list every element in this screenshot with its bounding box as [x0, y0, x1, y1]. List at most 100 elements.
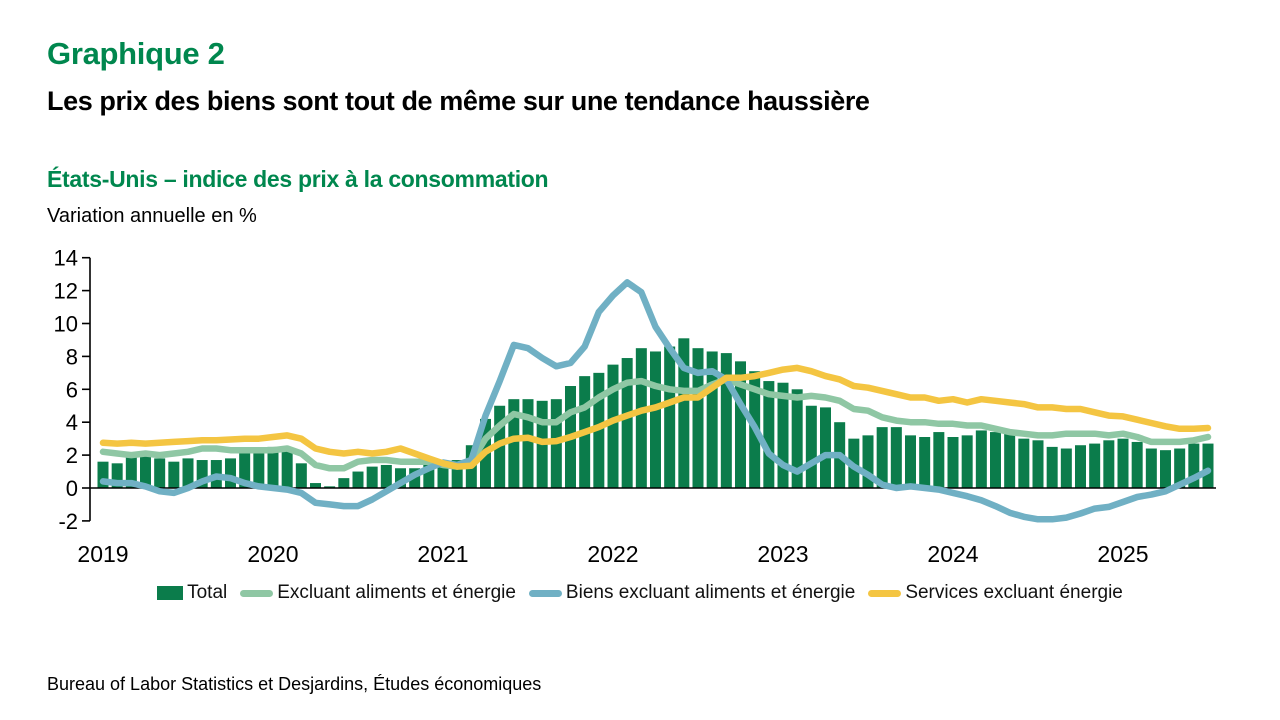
bar-total [876, 427, 888, 488]
bar-total [267, 446, 279, 489]
bar-total [1018, 438, 1030, 488]
bar-total [720, 353, 732, 488]
x-axis-year-label: 2021 [417, 541, 468, 567]
bar-total [451, 460, 463, 488]
legend-label: Services excluant énergie [905, 582, 1123, 603]
bar-total [352, 471, 364, 488]
bar-total [1145, 448, 1157, 488]
bar-total [253, 450, 265, 488]
bar-total [225, 458, 236, 488]
bar-total [1032, 440, 1044, 488]
legend-item-services_yellow: Services excluant énergie [868, 582, 1123, 604]
bar-total [182, 458, 194, 488]
page-title: Graphique 2 [47, 36, 225, 71]
legend-label: Biens excluant aliments et énergie [565, 582, 856, 603]
x-axis-year-label: 2022 [587, 541, 638, 567]
y-axis-tick-label: 8 [66, 344, 78, 369]
axis-unit-label: Variation annuelle en % [47, 205, 257, 227]
legend-label: Total [187, 582, 228, 603]
bar-total [97, 461, 109, 488]
bar-total [111, 463, 123, 488]
bar-total [168, 461, 180, 488]
chart-subtitle: États-Unis – indice des prix à la consom… [47, 166, 549, 192]
bar-total [522, 399, 534, 488]
bar-total [975, 430, 987, 488]
line-core_green [99, 376, 1212, 472]
bar-total [508, 399, 520, 488]
bar-total [366, 466, 378, 488]
y-axis-tick-label: 10 [54, 312, 78, 337]
bar-total [437, 464, 449, 488]
bar-total [933, 432, 945, 488]
bar-total [1131, 441, 1143, 488]
legend-line-services_yellow [868, 589, 902, 597]
bar-total [820, 407, 831, 488]
cpi-chart: 14 12 10 8 6 4 2 0 -2 2019 2020 2021 2022 2023 2024 202… [0, 240, 1280, 575]
legend-item-goods_blue: Biens excluant aliments et énergie [528, 582, 856, 604]
legend-line-goods_blue [528, 589, 562, 597]
bar-total [650, 351, 661, 488]
y-axis-tick-label: 2 [66, 443, 78, 468]
legend-square-bar_green [157, 586, 184, 600]
y-axis-tick-label: 4 [66, 410, 78, 435]
bar-total [310, 483, 321, 488]
bar-total [607, 364, 619, 489]
bar-total [324, 486, 336, 488]
bar-total [338, 478, 350, 488]
bar-total [763, 381, 775, 488]
bar-total [140, 455, 151, 488]
bar-total [1075, 445, 1086, 488]
bar-total [395, 468, 406, 488]
bar-total [735, 361, 746, 488]
bar-total [905, 435, 916, 488]
chart-legend: Total Excluant aliments et énergie Biens e… [0, 579, 1280, 607]
legend-label: Excluant aliments et énergie [277, 582, 516, 603]
y-axis-tick-label: 12 [54, 279, 78, 304]
bar-total [154, 458, 166, 488]
bar-total [239, 453, 251, 488]
bar-total [664, 346, 676, 488]
line-services_yellow [99, 364, 1212, 470]
y-axis-tick-label: 14 [54, 246, 78, 271]
bar-total [791, 389, 803, 488]
bar-total [890, 427, 902, 488]
bar-total [1174, 448, 1186, 488]
bar-total [621, 358, 633, 488]
y-axis-tick-label: -2 [58, 509, 78, 534]
cpi-chart-svg: 14 12 10 8 6 4 2 0 -2 2019 2020 2021 2022 2023 2024 202… [54, 246, 1216, 567]
legend-line-core_green [240, 589, 274, 597]
bar-total [1004, 433, 1016, 488]
bar-total [990, 432, 1001, 488]
bar-total [1188, 443, 1200, 488]
x-axis-year-label: 2024 [927, 541, 978, 567]
bar-total [1160, 450, 1171, 488]
bar-total [125, 456, 137, 488]
bar-total [947, 437, 959, 488]
legend-item-bar_green: Total [157, 582, 227, 604]
bar-total [196, 460, 208, 488]
bar-total [805, 405, 817, 488]
bar-total [635, 348, 647, 488]
bar-total [1202, 443, 1214, 488]
bar-total [706, 351, 718, 488]
bar-total [1103, 440, 1115, 488]
chart-headline: Les prix des biens sont tout de même sur… [47, 86, 870, 116]
legend-item-core_green: Excluant aliments et énergie [240, 582, 516, 604]
bar-total [423, 464, 435, 488]
source-note: Bureau of Labor Statistics et Desjardins… [47, 674, 542, 694]
bar-total [919, 437, 931, 488]
bar-total [777, 382, 789, 488]
bar-total [692, 348, 704, 488]
bar-total [1060, 448, 1072, 488]
bar-total [1117, 438, 1129, 488]
x-axis-year-label: 2020 [247, 541, 298, 567]
bar-total [678, 338, 690, 488]
y-axis-tick-label: 0 [66, 476, 78, 501]
x-axis-year-label: 2023 [757, 541, 808, 567]
x-axis-year-label: 2025 [1097, 541, 1148, 567]
bar-total [380, 464, 392, 488]
bar-total [295, 463, 307, 488]
line-goods_blue [99, 279, 1212, 523]
y-axis-tick-label: 6 [66, 377, 78, 402]
bar-total [1089, 443, 1101, 488]
